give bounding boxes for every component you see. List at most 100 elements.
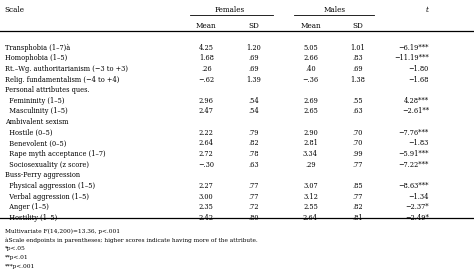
Text: 5.05: 5.05 [303, 44, 318, 51]
Text: 2.72: 2.72 [199, 150, 214, 158]
Text: 1.39: 1.39 [246, 76, 261, 83]
Text: .78: .78 [248, 150, 259, 158]
Text: 2.65: 2.65 [303, 107, 318, 115]
Text: .82: .82 [248, 139, 259, 147]
Text: −11.19***: −11.19*** [394, 54, 429, 62]
Text: Sociosexuality (z score): Sociosexuality (z score) [5, 161, 89, 169]
Text: .77: .77 [248, 182, 259, 190]
Text: *p<.05: *p<.05 [5, 246, 26, 251]
Text: −1.34: −1.34 [409, 193, 429, 201]
Text: 2.90: 2.90 [303, 129, 318, 137]
Text: Masculinity (1–5): Masculinity (1–5) [5, 107, 67, 115]
Text: Anger (1–5): Anger (1–5) [5, 203, 49, 211]
Text: −.30: −.30 [198, 161, 214, 169]
Text: 2.55: 2.55 [303, 203, 318, 211]
Text: Hostile (0–5): Hostile (0–5) [5, 129, 52, 137]
Text: −2.37*: −2.37* [405, 203, 429, 211]
Text: .79: .79 [248, 129, 259, 137]
Text: Buss-Perry aggression: Buss-Perry aggression [5, 171, 80, 179]
Text: Benevolent (0–5): Benevolent (0–5) [5, 139, 66, 147]
Text: 2.64: 2.64 [303, 214, 318, 222]
Text: −7.76***: −7.76*** [399, 129, 429, 137]
Text: 4.28***: 4.28*** [404, 97, 429, 105]
Text: .63: .63 [248, 161, 259, 169]
Text: −1.68: −1.68 [409, 76, 429, 83]
Text: **p<.01: **p<.01 [5, 255, 28, 260]
Text: 4.25: 4.25 [199, 44, 214, 51]
Text: 3.12: 3.12 [303, 193, 318, 201]
Text: Scale: Scale [5, 6, 25, 14]
Text: −6.19***: −6.19*** [399, 44, 429, 51]
Text: 1.68: 1.68 [199, 54, 214, 62]
Text: 1.01: 1.01 [350, 44, 365, 51]
Text: Transphobia (1–7)à: Transphobia (1–7)à [5, 44, 70, 52]
Text: 2.47: 2.47 [199, 107, 214, 115]
Text: Mean: Mean [196, 22, 217, 30]
Text: 1.20: 1.20 [246, 44, 261, 51]
Text: −2.49*: −2.49* [405, 214, 429, 222]
Text: 2.42: 2.42 [199, 214, 214, 222]
Text: Verbal aggression (1–5): Verbal aggression (1–5) [5, 193, 89, 201]
Text: .29: .29 [305, 161, 316, 169]
Text: .70: .70 [353, 139, 363, 147]
Text: −5.91***: −5.91*** [399, 150, 429, 158]
Text: Hostility (1–5): Hostility (1–5) [5, 214, 57, 222]
Text: .77: .77 [248, 193, 259, 201]
Text: −2.61**: −2.61** [402, 107, 429, 115]
Text: àScale endpoints in parentheses; higher scores indicate having more of the attri: àScale endpoints in parentheses; higher … [5, 237, 257, 243]
Text: SD: SD [353, 22, 363, 30]
Text: .40: .40 [305, 65, 316, 73]
Text: 2.64: 2.64 [199, 139, 214, 147]
Text: .82: .82 [353, 203, 363, 211]
Text: −1.80: −1.80 [409, 65, 429, 73]
Text: .69: .69 [248, 65, 259, 73]
Text: Relig. fundamentalism (−4 to +4): Relig. fundamentalism (−4 to +4) [5, 76, 119, 83]
Text: .99: .99 [353, 150, 363, 158]
Text: 2.27: 2.27 [199, 182, 214, 190]
Text: 1.38: 1.38 [350, 76, 365, 83]
Text: 2.66: 2.66 [303, 54, 318, 62]
Text: .72: .72 [248, 203, 259, 211]
Text: Males: Males [323, 6, 345, 14]
Text: .80: .80 [248, 214, 259, 222]
Text: 2.81: 2.81 [303, 139, 318, 147]
Text: 2.35: 2.35 [199, 203, 214, 211]
Text: −7.22***: −7.22*** [399, 161, 429, 169]
Text: 2.96: 2.96 [199, 97, 214, 105]
Text: .63: .63 [353, 107, 363, 115]
Text: .26: .26 [201, 65, 211, 73]
Text: .85: .85 [353, 182, 363, 190]
Text: Multivariate F(14,200)=13.36, p<.001: Multivariate F(14,200)=13.36, p<.001 [5, 229, 120, 234]
Text: t: t [426, 6, 429, 14]
Text: Rt.–Wg. authoritarianism (−3 to +3): Rt.–Wg. authoritarianism (−3 to +3) [5, 65, 128, 73]
Text: .81: .81 [353, 214, 363, 222]
Text: .54: .54 [248, 97, 259, 105]
Text: Femininity (1–5): Femininity (1–5) [5, 97, 64, 105]
Text: Mean: Mean [300, 22, 321, 30]
Text: .69: .69 [248, 54, 259, 62]
Text: .54: .54 [248, 107, 259, 115]
Text: −1.83: −1.83 [409, 139, 429, 147]
Text: −.36: −.36 [302, 76, 319, 83]
Text: 2.69: 2.69 [303, 97, 318, 105]
Text: −.62: −.62 [198, 76, 214, 83]
Text: 3.34: 3.34 [303, 150, 318, 158]
Text: ***p<.001: ***p<.001 [5, 264, 35, 269]
Text: Physical aggression (1–5): Physical aggression (1–5) [5, 182, 95, 190]
Text: Rape myth acceptance (1–7): Rape myth acceptance (1–7) [5, 150, 105, 158]
Text: .77: .77 [353, 193, 363, 201]
Text: Personal attributes ques.: Personal attributes ques. [5, 86, 90, 94]
Text: 3.00: 3.00 [199, 193, 213, 201]
Text: .70: .70 [353, 129, 363, 137]
Text: .83: .83 [353, 54, 363, 62]
Text: SD: SD [248, 22, 259, 30]
Text: 3.07: 3.07 [303, 182, 318, 190]
Text: Females: Females [215, 6, 245, 14]
Text: 2.22: 2.22 [199, 129, 214, 137]
Text: .55: .55 [353, 97, 363, 105]
Text: Ambivalent sexism: Ambivalent sexism [5, 118, 68, 126]
Text: .77: .77 [353, 161, 363, 169]
Text: −8.63***: −8.63*** [399, 182, 429, 190]
Text: Homophobia (1–5): Homophobia (1–5) [5, 54, 67, 62]
Text: .69: .69 [353, 65, 363, 73]
